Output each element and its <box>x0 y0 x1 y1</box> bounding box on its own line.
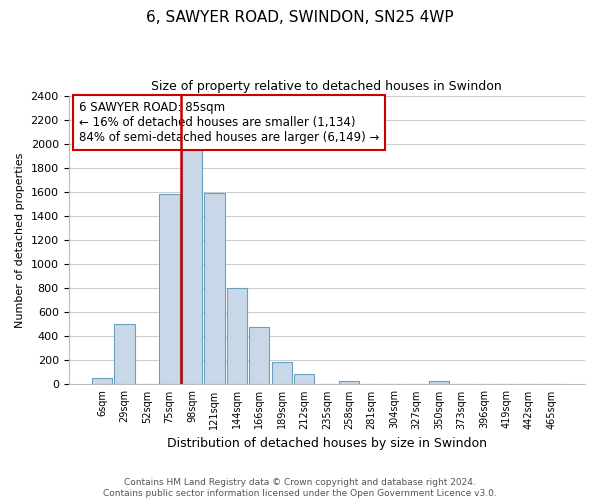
Bar <box>339 381 359 384</box>
Text: 6, SAWYER ROAD, SWINDON, SN25 4WP: 6, SAWYER ROAD, SWINDON, SN25 4WP <box>146 10 454 25</box>
Bar <box>249 326 269 384</box>
Bar <box>182 150 202 384</box>
Title: Size of property relative to detached houses in Swindon: Size of property relative to detached ho… <box>151 80 502 93</box>
Bar <box>227 288 247 384</box>
Bar <box>115 324 134 384</box>
Bar <box>92 378 112 384</box>
Bar <box>272 362 292 384</box>
Bar <box>205 193 224 384</box>
Bar <box>429 382 449 384</box>
X-axis label: Distribution of detached houses by size in Swindon: Distribution of detached houses by size … <box>167 437 487 450</box>
Text: Contains HM Land Registry data © Crown copyright and database right 2024.
Contai: Contains HM Land Registry data © Crown c… <box>103 478 497 498</box>
Bar <box>294 374 314 384</box>
Text: 6 SAWYER ROAD: 85sqm
← 16% of detached houses are smaller (1,134)
84% of semi-de: 6 SAWYER ROAD: 85sqm ← 16% of detached h… <box>79 102 379 144</box>
Bar <box>160 194 179 384</box>
Y-axis label: Number of detached properties: Number of detached properties <box>15 152 25 328</box>
